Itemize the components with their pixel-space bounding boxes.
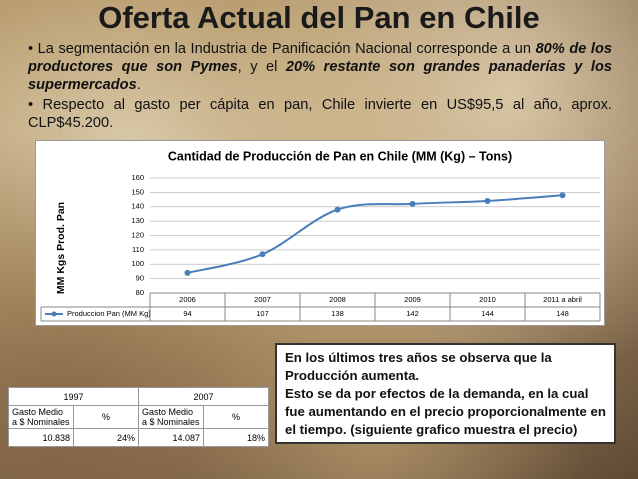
data-table-value: 94 xyxy=(183,309,191,318)
x-tick-label: 2006 xyxy=(179,295,196,304)
x-tick-label: 2010 xyxy=(479,295,496,304)
point xyxy=(559,192,566,199)
table-cell: 1997 xyxy=(8,387,139,406)
bullet: • La segmentación en la Industria de Pan… xyxy=(28,40,612,94)
table-cell: 18% xyxy=(203,428,269,447)
y-tick-label: 110 xyxy=(132,245,144,254)
data-table-value: 107 xyxy=(256,309,269,318)
table-cell: 2007 xyxy=(138,387,269,406)
y-tick-label: 160 xyxy=(131,173,144,182)
bullets: • La segmentación en la Industria de Pan… xyxy=(28,40,612,134)
table-row: 10.838 24% 14.087 18% xyxy=(8,428,269,447)
series-line xyxy=(187,194,563,274)
legend-marker xyxy=(51,311,57,317)
table-cell: 10.838 xyxy=(8,428,74,447)
table: 1997 2007 Gasto Medio a $ Nominales% Gasto … xyxy=(8,387,269,447)
table-row: 1997 2007 xyxy=(8,387,269,406)
x-tick-label: 2009 xyxy=(404,295,421,304)
point xyxy=(484,198,491,204)
y-tick-label: 130 xyxy=(131,216,144,225)
data-table-value: 138 xyxy=(331,309,344,318)
data-table-value: 144 xyxy=(481,309,494,318)
chart-frame xyxy=(35,140,605,326)
point xyxy=(334,206,341,213)
table-row: Gasto Medio a $ Nominales% Gasto Medio a … xyxy=(8,405,269,429)
y-tick-label: 90 xyxy=(136,274,144,283)
x-tick-label: 2007 xyxy=(254,295,271,304)
legend-label: Produccion Pan (MM Kg) xyxy=(67,309,151,318)
y-tick-label: 100 xyxy=(131,259,144,268)
slide-title: Oferta Actual del Pan en Chile xyxy=(98,0,540,35)
text: , y el xyxy=(237,59,286,75)
table-cell: Gasto Medio a $ Nominales xyxy=(8,405,74,429)
x-tick-label: 2008 xyxy=(329,295,346,304)
callout: En los últimos tres años se observa que … xyxy=(275,343,616,444)
y-tick-label: 140 xyxy=(131,202,144,211)
data-table-value: 142 xyxy=(406,309,419,318)
y-tick-label: 80 xyxy=(136,288,144,297)
text: • Respecto al gasto per cápita en pan, C… xyxy=(28,97,612,131)
callout-text: En los últimos tres años se observa que … xyxy=(285,350,552,383)
text: • La segmentación en la Industria de Pan… xyxy=(28,41,536,57)
chart-title: Cantidad de Producción de Pan en Chile (… xyxy=(168,149,512,163)
bullet: • Respecto al gasto per cápita en pan, C… xyxy=(28,96,612,132)
point xyxy=(409,200,416,207)
table-cell: 24% xyxy=(73,428,139,447)
point xyxy=(184,269,191,276)
table-cell: Gasto Medio a $ Nominales xyxy=(138,405,204,429)
point xyxy=(259,251,266,258)
y-tick-label: 120 xyxy=(131,230,144,239)
table-cell: % xyxy=(203,405,269,429)
chart: Cantidad de Producción de Pan en Chile (… xyxy=(35,140,605,326)
table-cell: 14.087 xyxy=(138,428,204,447)
y-axis-label: MM Kgs Prod. Pan xyxy=(55,202,67,294)
text: . xyxy=(136,77,141,93)
emphasis: 80% de los productores que son Pymes xyxy=(28,41,612,75)
x-tick-label: 2011 a abril xyxy=(543,295,582,304)
emphasis: 20% restante son grandes panaderías y lo… xyxy=(28,59,612,93)
callout-text: Esto se da por efectos de la demanda, en… xyxy=(285,386,606,437)
data-table-value: 148 xyxy=(556,309,569,318)
table-cell: % xyxy=(73,405,139,429)
y-tick-label: 150 xyxy=(131,187,144,196)
